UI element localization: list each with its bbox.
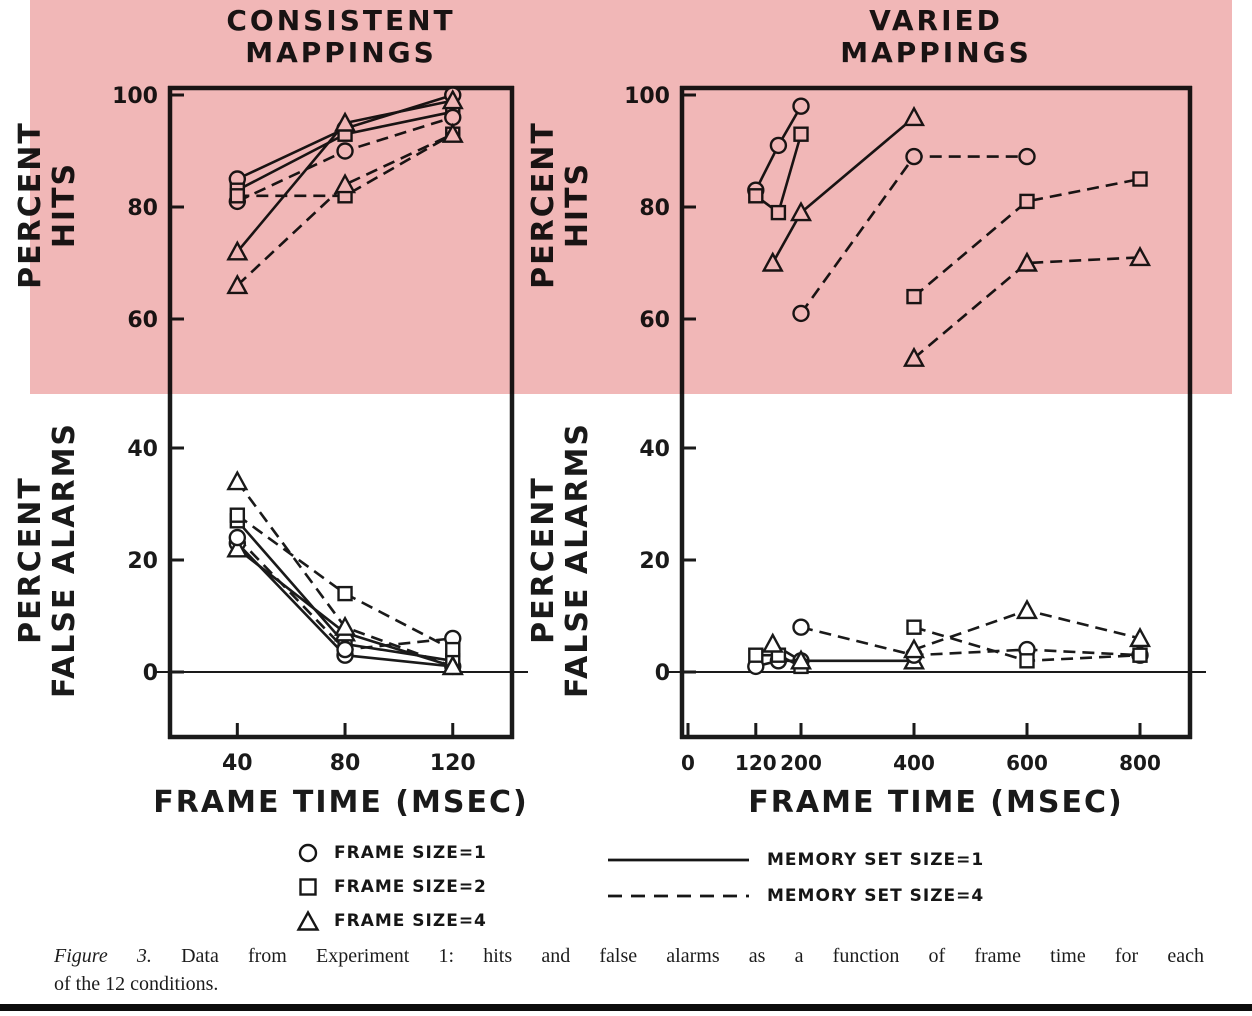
vm-false-alarms-marker-fs1-m4: [792, 618, 810, 636]
vm-hits-marker-fs2-m4: [1132, 171, 1148, 187]
cm-false-alarms-marker-fs2-m4: [337, 585, 353, 602]
cm-fa-y-tick-label: 20: [127, 549, 158, 574]
legend-label-frame-size-1: FRAME SIZE=1: [334, 843, 487, 863]
cm-false-alarms-marker-fs4-m1: [226, 537, 249, 558]
vm-false-alarms-marker-fs2-m4: [906, 619, 922, 635]
legend-item-frame-size-2: FRAME SIZE=2: [296, 870, 487, 904]
cm-x-axis-title: FRAME TIME (MSEC): [153, 785, 528, 820]
legend-item-frame-size-1: FRAME SIZE=1: [296, 836, 487, 870]
vm-panel-title: VARIED: [869, 4, 1003, 37]
cm-false-alarms-marker-fs4-m4: [334, 615, 357, 636]
vm-false-alarms-marker-fs4-m1: [761, 632, 784, 653]
figure-caption: Figure 3. Data from Experiment 1: hits a…: [54, 942, 1204, 998]
vm-false-alarms-marker-fs2-m1: [748, 647, 764, 663]
vm-hits-marker-fs1-m4: [905, 147, 923, 166]
cm-fa-y-tick-label: 0: [143, 661, 158, 686]
cm-hits-y-axis-title: PERCENT: [13, 121, 48, 289]
cm-false-alarms-marker-fs1-m4: [228, 528, 247, 547]
legend-label-frame-size-4: FRAME SIZE=4: [334, 911, 487, 931]
vm-hits-y-tick-label: 60: [639, 308, 670, 333]
solid-line-icon: [608, 858, 749, 862]
vm-hits-marker-fs1-m4: [1018, 147, 1036, 166]
legend-item-memory-set-1: MEMORY SET SIZE=1: [606, 842, 984, 878]
vm-hits-marker-fs2-m1: [793, 126, 809, 142]
circle-marker-icon: [298, 843, 318, 863]
cm-panel-title: MAPPINGS: [245, 36, 437, 69]
cm-false-alarms-marker-fs4-m4: [441, 654, 464, 676]
cm-panel-title: CONSISTENT: [226, 4, 455, 37]
vm-fa-y-tick-label: 20: [639, 549, 670, 574]
vm-hits-y-tick-label: 80: [639, 196, 670, 221]
cm-x-tick-label: 80: [330, 751, 361, 776]
vm-false-alarms-line-fs1-m4: [800, 625, 1141, 657]
cm-false-alarms-marker-fs2-m4: [445, 641, 461, 658]
vm-x-tick-label: 120: [735, 751, 777, 775]
vm-false-alarms-marker-fs2-m4: [1019, 653, 1035, 669]
page-bottom-rule: [0, 1004, 1252, 1011]
dashed-line-icon: [608, 894, 749, 898]
vm-fa-y-axis-title: PERCENT: [526, 476, 561, 644]
caption-line-1: Figure 3. Data from Experiment 1: hits a…: [54, 942, 1204, 970]
vm-x-tick-label: 0: [681, 751, 695, 775]
legend-label-memory-set-4: MEMORY SET SIZE=4: [767, 886, 985, 906]
vm-hits-marker-fs1-m1: [769, 136, 788, 155]
vm-hits-marker-fs2-m1: [748, 188, 764, 204]
cm-fa-y-axis-title: FALSE ALARMS: [47, 422, 82, 698]
caption-line-2: of the 12 conditions.: [54, 973, 219, 995]
cm-false-alarms-marker-fs2-m4: [229, 507, 246, 523]
legend-label-memory-set-1: MEMORY SET SIZE=1: [767, 850, 985, 870]
vm-x-tick-label: 400: [893, 751, 935, 775]
vm-hits-marker-fs2-m4: [1019, 193, 1035, 210]
vm-hits-marker-fs2-m4: [906, 288, 922, 305]
vm-hits-marker-fs2-m1: [770, 204, 787, 221]
vm-x-tick-label: 200: [780, 751, 822, 775]
vm-fa-y-axis-title: FALSE ALARMS: [560, 422, 595, 698]
cm-hits-y-axis-title: HITS: [47, 162, 82, 248]
cm-fa-y-tick-label: 40: [127, 437, 158, 462]
vm-panel-title: MAPPINGS: [840, 36, 1032, 69]
legend-item-memory-set-4: MEMORY SET SIZE=4: [606, 878, 984, 914]
cm-fa-y-axis-title: PERCENT: [13, 476, 48, 644]
vm-hits-marker-fs4-m1: [761, 251, 784, 272]
vm-x-axis-title: FRAME TIME (MSEC): [748, 785, 1123, 820]
vm-false-alarms-marker-fs4-m4: [1128, 626, 1152, 648]
legend-memory-set-size: MEMORY SET SIZE=1 MEMORY SET SIZE=4: [606, 842, 984, 914]
legend-frame-size: FRAME SIZE=1 FRAME SIZE=2 FRAME SIZE=4: [296, 836, 487, 938]
vm-false-alarms-marker-fs4-m1: [789, 649, 813, 670]
triangle-marker-icon: [296, 910, 320, 931]
cm-x-tick-label: 40: [222, 751, 253, 776]
vm-hits-y-tick-label: 100: [624, 84, 670, 109]
cm-false-alarms-marker-fs4-m4: [226, 470, 249, 491]
vm-fa-y-tick-label: 40: [639, 437, 670, 462]
cm-hits-marker-fs4-m4: [334, 173, 357, 194]
vm-hits-y-axis-title: HITS: [560, 162, 595, 248]
cm-hits-y-tick-label: 80: [127, 196, 158, 221]
vm-hits-y-axis-title: PERCENT: [526, 121, 561, 289]
vm-hits-marker-fs1-m1: [792, 97, 810, 115]
vm-x-tick-label: 800: [1119, 751, 1161, 775]
vm-hits-marker-fs1-m4: [792, 304, 810, 323]
vm-hits-marker-fs4-m1: [902, 105, 926, 127]
caption-text-line-1: Data from Experiment 1: hits and false a…: [181, 945, 1204, 967]
cm-hits-y-tick-label: 60: [127, 308, 158, 333]
cm-hits-marker-fs1-m4: [444, 108, 462, 127]
cm-false-alarms-marker-fs1-m4: [336, 640, 354, 659]
vm-false-alarms-marker-fs4-m4: [1015, 598, 1039, 620]
cm-hits-y-tick-label: 100: [112, 84, 158, 109]
cm-hits-marker-fs1-m4: [336, 142, 354, 160]
cm-hits-marker-fs2-m4: [229, 188, 246, 204]
legend-item-frame-size-4: FRAME SIZE=4: [296, 904, 487, 938]
vm-hits-line-fs4-m4: [913, 256, 1141, 360]
caption-figure-label: Figure 3.: [54, 945, 152, 967]
legend-label-frame-size-2: FRAME SIZE=2: [334, 877, 487, 897]
vm-x-tick-label: 600: [1006, 751, 1048, 775]
square-marker-icon: [299, 878, 317, 896]
vm-fa-y-tick-label: 0: [655, 661, 670, 686]
vm-false-alarms-marker-fs2-m4: [1132, 647, 1148, 663]
vm-false-alarms-marker-fs4-m4: [902, 638, 926, 659]
cm-x-tick-label: 120: [430, 751, 476, 776]
